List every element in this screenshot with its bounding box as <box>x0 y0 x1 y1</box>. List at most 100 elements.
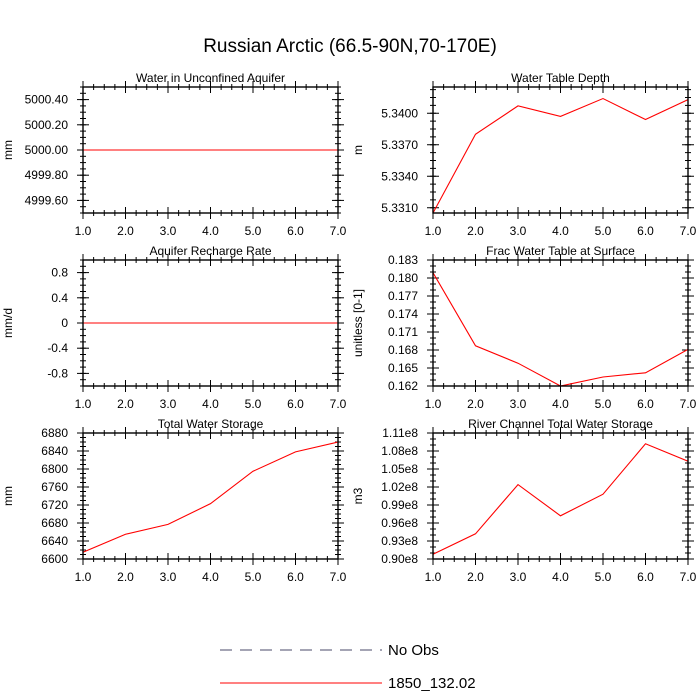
series-line <box>83 441 338 553</box>
x-tick-label: 1.0 <box>75 397 92 411</box>
x-tick-label: 3.0 <box>160 570 177 584</box>
y-axis-label: mm <box>1 140 15 160</box>
panel-title: Frac Water Table at Surface <box>486 244 635 258</box>
x-tick-label: 7.0 <box>330 224 347 238</box>
y-tick-label: 5000.20 <box>25 118 69 132</box>
x-tick-label: 5.0 <box>595 570 612 584</box>
y-tick-label: 0.165 <box>388 361 418 375</box>
x-tick-label: 4.0 <box>202 570 219 584</box>
y-axis-label: m <box>351 145 365 155</box>
panels: Water in Unconfined Aquifer mm 1.0 2.0 3.0 4.… <box>1 71 697 584</box>
panel-title: Aquifer Recharge Rate <box>149 244 271 258</box>
chart-panel: Total Water Storage mm 1.0 2.0 3.0 4.0 5.0 6.0 7… <box>1 417 347 584</box>
x-tick-label: 2.0 <box>117 397 134 411</box>
chart-panel: River Channel Total Water Storage m3 1.0 2.… <box>351 417 697 584</box>
y-tick-label: 0.90e8 <box>381 552 418 566</box>
x-tick-label: 2.0 <box>117 224 134 238</box>
y-tick-label: 0.174 <box>388 307 418 321</box>
y-tick-label: 0.93e8 <box>381 534 418 548</box>
x-tick-label: 6.0 <box>287 224 304 238</box>
y-axis-label: mm <box>1 486 15 506</box>
x-tick-label: 5.0 <box>595 224 612 238</box>
x-tick-label: 5.0 <box>245 224 262 238</box>
y-tick-label: 0.162 <box>388 379 418 393</box>
y-tick-label: 0.168 <box>388 343 418 357</box>
y-axis-label: m3 <box>351 487 365 504</box>
y-tick-label: 6840 <box>41 444 68 458</box>
y-tick-label: -0.4 <box>47 341 68 355</box>
chart-panel: Frac Water Table at Surface unitless [0-1… <box>351 244 697 411</box>
x-tick-label: 5.0 <box>595 397 612 411</box>
series-line <box>433 443 688 555</box>
y-tick-label: 6880 <box>41 426 68 440</box>
x-tick-label: 1.0 <box>75 224 92 238</box>
x-tick-label: 1.0 <box>425 570 442 584</box>
x-tick-label: 4.0 <box>552 570 569 584</box>
x-tick-label: 2.0 <box>117 570 134 584</box>
plot-frame <box>432 432 689 560</box>
y-tick-label: 4999.60 <box>25 193 69 207</box>
y-tick-label: 6760 <box>41 480 68 494</box>
y-tick-label: 4999.80 <box>25 168 69 182</box>
y-tick-label: 0.180 <box>388 271 418 285</box>
x-tick-label: 5.0 <box>245 397 262 411</box>
series-line <box>433 97 688 214</box>
y-tick-label: 0.171 <box>388 325 418 339</box>
plot-frame <box>432 259 689 387</box>
x-tick-label: 2.0 <box>467 397 484 411</box>
legend-label: No Obs <box>388 642 439 659</box>
x-tick-label: 3.0 <box>510 397 527 411</box>
x-tick-label: 4.0 <box>202 224 219 238</box>
y-axis-label: unitless [0-1] <box>351 289 365 357</box>
x-tick-label: 1.0 <box>75 570 92 584</box>
x-tick-label: 7.0 <box>330 397 347 411</box>
y-tick-label: 1.05e8 <box>381 462 418 476</box>
y-tick-label: 1.11e8 <box>382 426 418 440</box>
y-tick-label: 6640 <box>41 534 68 548</box>
x-tick-label: 3.0 <box>510 570 527 584</box>
x-tick-label: 2.0 <box>467 224 484 238</box>
y-tick-label: -0.8 <box>47 366 68 380</box>
legend-label: 1850_132.02 <box>388 675 476 692</box>
y-tick-label: 1.08e8 <box>381 444 418 458</box>
y-tick-label: 0.177 <box>388 289 418 303</box>
x-tick-label: 6.0 <box>287 397 304 411</box>
y-tick-label: 0.183 <box>388 253 418 267</box>
y-tick-label: 6600 <box>41 552 68 566</box>
x-tick-label: 4.0 <box>552 224 569 238</box>
x-tick-label: 7.0 <box>330 570 347 584</box>
y-tick-label: 6720 <box>41 498 68 512</box>
panel-title: River Channel Total Water Storage <box>468 417 653 431</box>
chart-panel: Aquifer Recharge Rate mm/d 1.0 2.0 3.0 4.0 5.0… <box>1 244 347 411</box>
x-tick-label: 1.0 <box>425 224 442 238</box>
x-tick-label: 7.0 <box>680 397 697 411</box>
x-tick-label: 7.0 <box>680 224 697 238</box>
y-tick-label: 6680 <box>41 516 68 530</box>
chart-panel: Water Table Depth m 1.0 2.0 3.0 4.0 5.0 6.0 7.0 5… <box>351 71 697 238</box>
panel-title: Water in Unconfined Aquifer <box>136 71 285 85</box>
y-tick-label: 0.4 <box>51 291 68 305</box>
y-tick-label: 0.96e8 <box>381 516 418 530</box>
y-tick-label: 6800 <box>41 462 68 476</box>
x-tick-label: 3.0 <box>510 224 527 238</box>
y-tick-label: 0.8 <box>51 266 68 280</box>
x-tick-label: 2.0 <box>467 570 484 584</box>
x-tick-label: 6.0 <box>637 570 654 584</box>
panel-title: Total Water Storage <box>158 417 264 431</box>
y-tick-label: 0.99e8 <box>381 498 418 512</box>
legend: No Obs 1850_132.02 <box>220 642 476 692</box>
x-tick-label: 1.0 <box>425 397 442 411</box>
x-tick-label: 4.0 <box>552 397 569 411</box>
y-tick-label: 1.02e8 <box>381 480 418 494</box>
figure-title: Russian Arctic (66.5-90N,70-170E) <box>203 36 497 57</box>
x-tick-label: 5.0 <box>245 570 262 584</box>
x-tick-label: 6.0 <box>637 224 654 238</box>
plot-frame <box>82 259 339 387</box>
x-tick-label: 3.0 <box>160 224 177 238</box>
x-tick-label: 6.0 <box>287 570 304 584</box>
y-tick-label: 0 <box>61 316 68 330</box>
plot-frame <box>82 86 339 214</box>
x-tick-label: 4.0 <box>202 397 219 411</box>
